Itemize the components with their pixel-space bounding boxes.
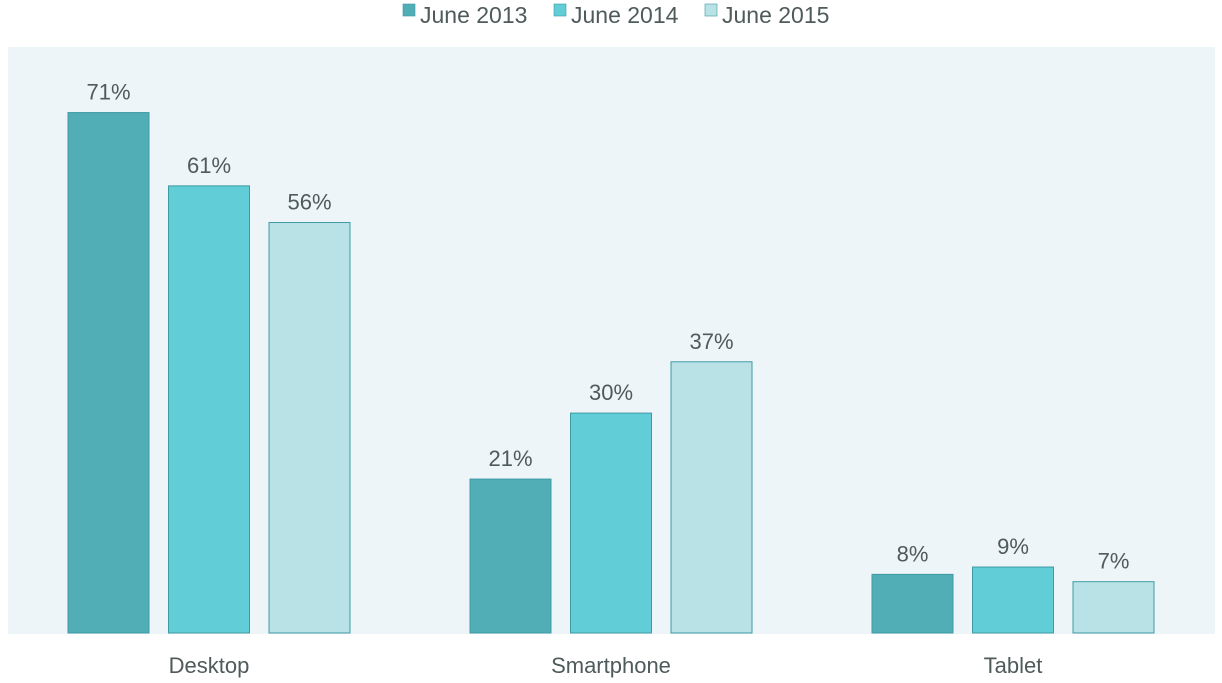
value-label-smartphone-june-2013: 21%: [488, 446, 532, 471]
bar-smartphone-june-2015: [670, 361, 753, 634]
value-label-desktop-june-2014: 61%: [187, 153, 231, 178]
value-label-smartphone-june-2014: 30%: [589, 380, 633, 405]
legend-item-june-2014: June 2014: [553, 2, 679, 28]
value-label-tablet-june-2013: 8%: [897, 541, 929, 566]
value-label-desktop-june-2015: 56%: [287, 190, 331, 215]
value-label-tablet-june-2015: 7%: [1098, 549, 1130, 574]
value-label-smartphone-june-2015: 37%: [689, 329, 733, 354]
value-labels: 71% 61% 56% 21% 30% 37% 8% 9% 7%: [86, 80, 1129, 574]
bar-tablet-june-2013: [871, 573, 954, 634]
bar-desktop-june-2013: [67, 112, 150, 634]
legend-item-june-2013: June 2013: [402, 2, 527, 28]
legend-swatch-june-2014: [553, 3, 567, 17]
bar-tablet-june-2014: [972, 566, 1054, 634]
bar-smartphone-june-2013: [469, 478, 552, 634]
value-label-desktop-june-2013: 71%: [86, 80, 130, 105]
legend-label-june-2013: June 2013: [420, 2, 527, 28]
bar-desktop-june-2014: [168, 185, 250, 634]
legend-item-june-2015: June 2015: [704, 2, 829, 28]
category-label-smartphone: Smartphone: [551, 653, 671, 678]
value-label-tablet-june-2014: 9%: [997, 534, 1029, 559]
bar-tablet-june-2015: [1072, 581, 1155, 634]
legend-label-june-2015: June 2015: [722, 2, 829, 28]
category-label-tablet: Tablet: [984, 653, 1043, 678]
legend: June 2013 June 2014 June 2015: [402, 2, 829, 28]
legend-swatch-june-2013: [402, 3, 416, 17]
bar-smartphone-june-2014: [570, 412, 652, 634]
category-label-desktop: Desktop: [169, 653, 250, 678]
legend-swatch-june-2015: [704, 3, 718, 17]
bars: [67, 112, 1155, 634]
category-labels: Desktop Smartphone Tablet: [169, 653, 1043, 678]
legend-label-june-2014: June 2014: [571, 2, 679, 28]
bar-desktop-june-2015: [268, 222, 351, 634]
